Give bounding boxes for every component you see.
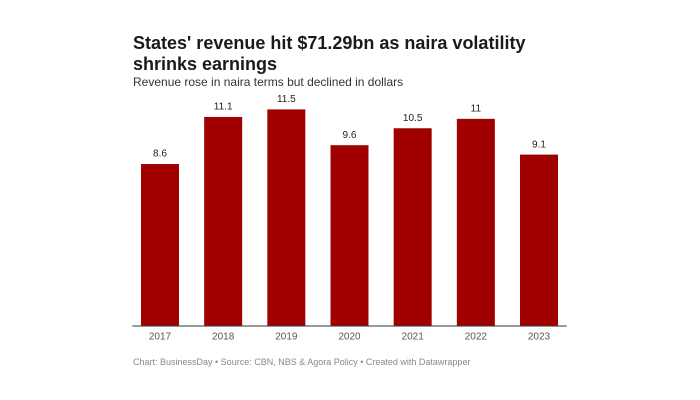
bar bbox=[520, 154, 559, 326]
bar bbox=[267, 109, 306, 327]
x-tick-label: 2022 bbox=[465, 332, 488, 343]
x-tick-label: 2017 bbox=[149, 332, 172, 343]
bar bbox=[140, 164, 179, 326]
data-label: 11 bbox=[471, 103, 482, 114]
x-tick-label: 2020 bbox=[338, 332, 361, 343]
x-tick-label: 2021 bbox=[402, 332, 425, 343]
bar bbox=[393, 128, 432, 326]
chart-source: Chart: BusinessDay • Source: CBN, NBS & … bbox=[133, 357, 471, 367]
x-tick-label: 2023 bbox=[528, 332, 551, 343]
data-label: 10.5 bbox=[403, 113, 423, 124]
data-label: 9.1 bbox=[532, 139, 546, 150]
data-label: 9.6 bbox=[343, 130, 357, 141]
x-tick-label: 2018 bbox=[212, 332, 235, 343]
bar bbox=[204, 116, 243, 326]
chart-subtitle: Revenue rose in naira terms but declined… bbox=[133, 75, 404, 89]
chart-title: States' revenue hit $71.29bn as naira vo… bbox=[133, 33, 526, 74]
x-tick-label: 2019 bbox=[275, 332, 298, 343]
data-label: 8.6 bbox=[153, 149, 167, 160]
bar bbox=[330, 145, 369, 326]
data-label: 11.1 bbox=[214, 102, 233, 113]
bar bbox=[456, 118, 495, 326]
data-label: 11.5 bbox=[277, 94, 296, 105]
